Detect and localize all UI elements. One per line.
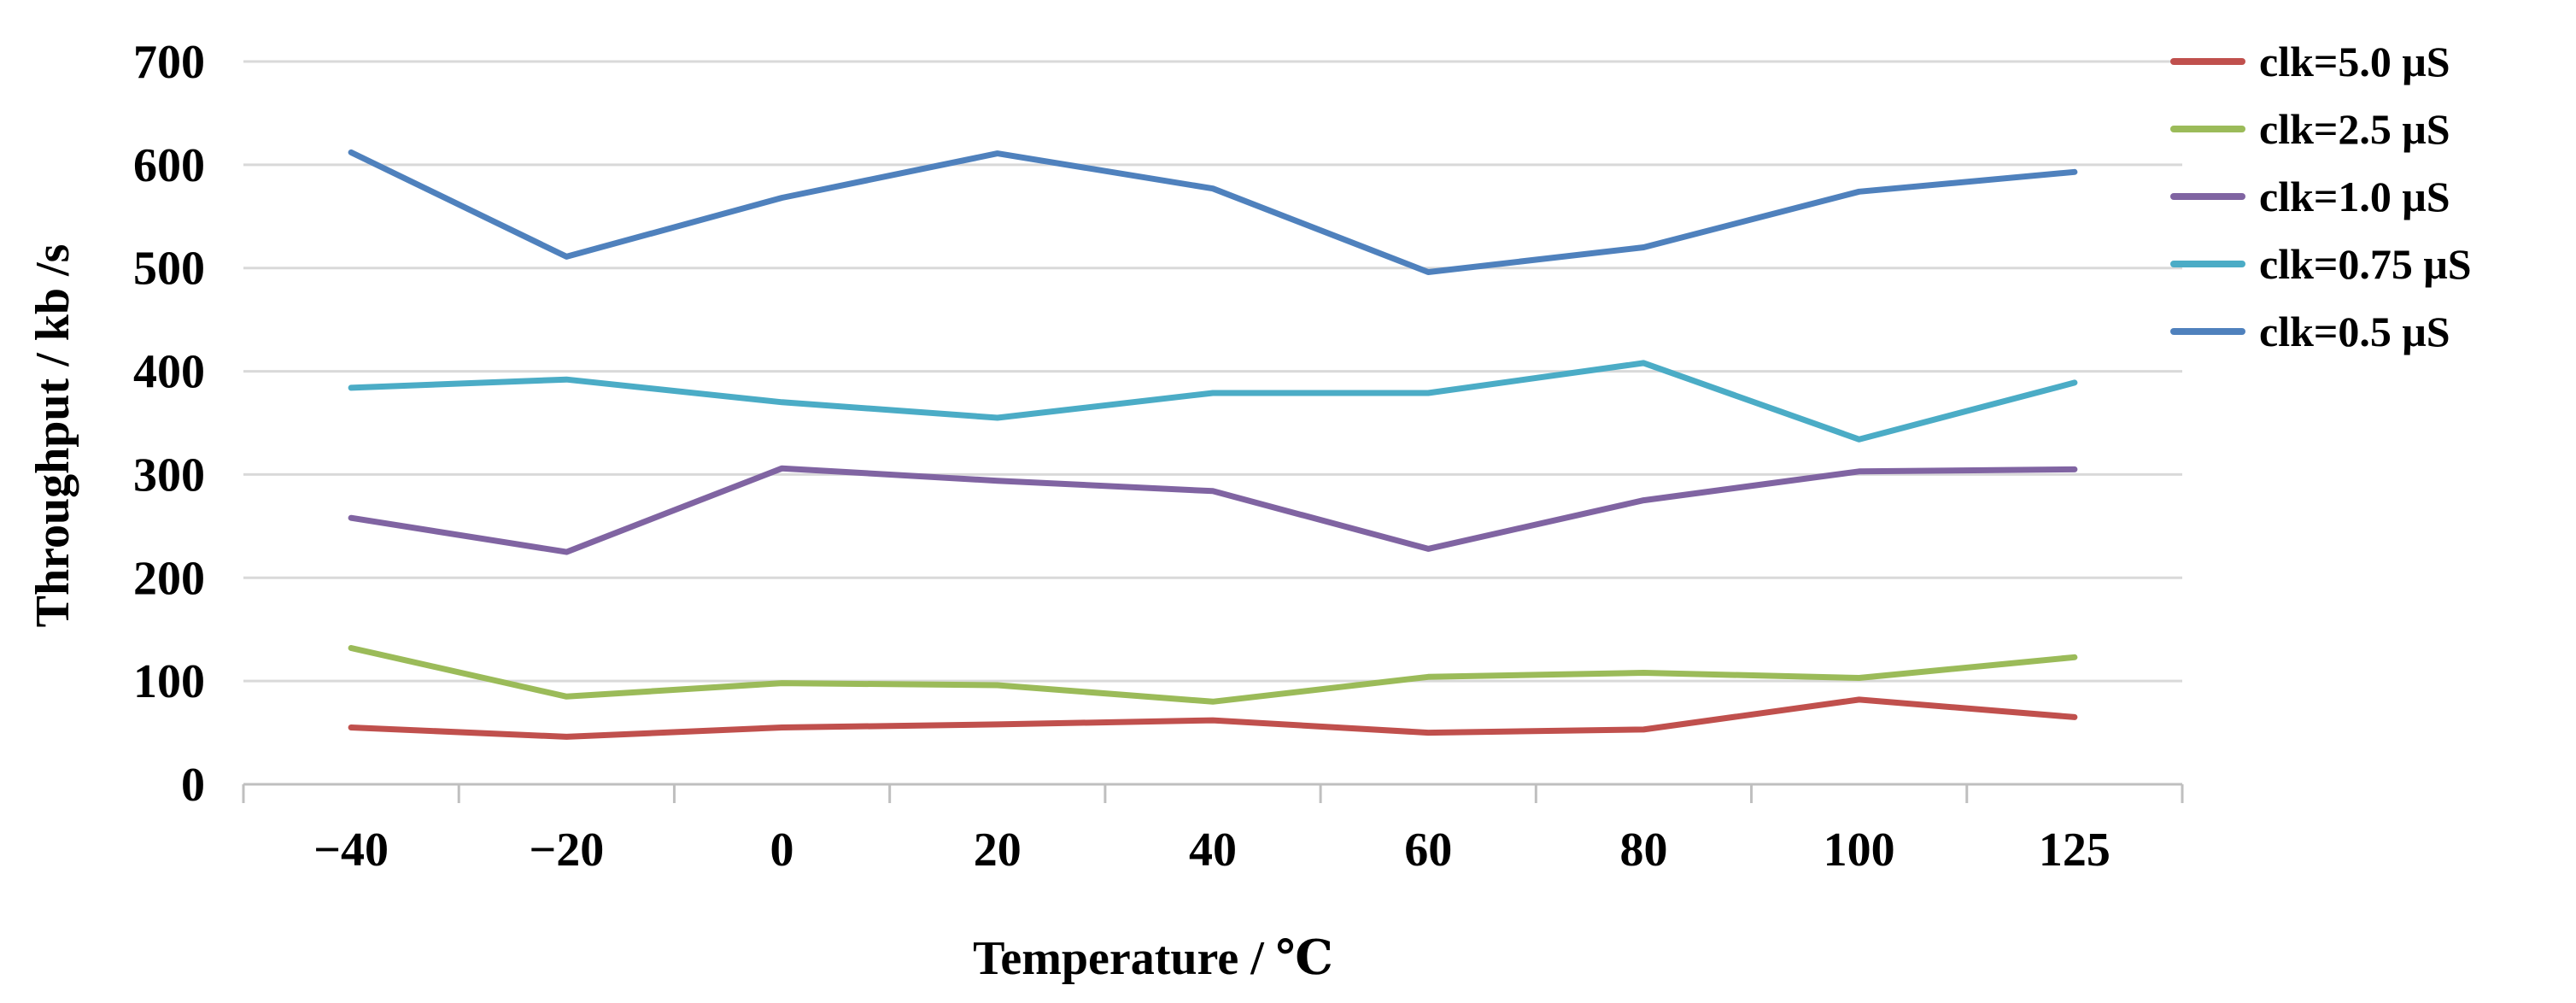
y-tick-label: 100 — [133, 655, 205, 708]
x-tick-label: 0 — [770, 824, 794, 877]
x-axis-tick-labels: −40 −20 0 20 40 60 80 100 125 — [313, 824, 2111, 877]
x-tick-label: −20 — [529, 824, 604, 877]
series-lines — [348, 149, 2078, 740]
legend-label: clk=0.75 μS — [2259, 240, 2472, 288]
legend-label: clk=2.5 μS — [2259, 105, 2450, 153]
x-tick-label: 60 — [1404, 824, 1452, 877]
x-tick-label: −40 — [313, 824, 389, 877]
legend-label: clk=0.5 μS — [2259, 308, 2450, 355]
series-line-0 — [348, 696, 2078, 740]
series-line-3 — [348, 360, 2078, 443]
y-axis-tick-labels: 0 100 200 300 400 500 600 700 — [133, 36, 205, 812]
y-tick-label: 500 — [133, 243, 205, 296]
legend: clk=5.0 μS clk=2.5 μS clk=1.0 μS clk=0.75 μ… — [2170, 38, 2472, 355]
series-line-1 — [348, 645, 2078, 705]
x-tick-label: 125 — [2039, 824, 2111, 877]
x-axis-title: Temperature / ℃ — [973, 932, 1333, 985]
legend-item: clk=5.0 μS — [2170, 38, 2450, 85]
y-tick-label: 300 — [133, 449, 205, 502]
y-tick-label: 0 — [181, 759, 205, 812]
x-tick-label: 20 — [974, 824, 1022, 877]
y-tick-label: 600 — [133, 139, 205, 192]
x-axis — [242, 783, 2184, 803]
legend-label: clk=5.0 μS — [2259, 38, 2450, 85]
y-tick-label: 200 — [133, 552, 205, 605]
legend-item: clk=2.5 μS — [2170, 105, 2450, 153]
legend-item: clk=0.75 μS — [2170, 240, 2472, 288]
legend-item: clk=0.5 μS — [2170, 308, 2450, 355]
legend-item: clk=1.0 μS — [2170, 173, 2450, 220]
gridlines — [243, 60, 2182, 683]
x-tick-label: 40 — [1189, 824, 1237, 877]
series-line-2 — [348, 465, 2078, 555]
y-tick-label: 700 — [133, 36, 205, 89]
x-tick-label: 100 — [1824, 824, 1895, 877]
x-tick-label: 80 — [1619, 824, 1667, 877]
series-line-4 — [348, 149, 2078, 275]
y-axis-title: Throughput / kb /s — [26, 244, 79, 628]
y-tick-label: 400 — [133, 346, 205, 399]
legend-label: clk=1.0 μS — [2259, 173, 2450, 220]
